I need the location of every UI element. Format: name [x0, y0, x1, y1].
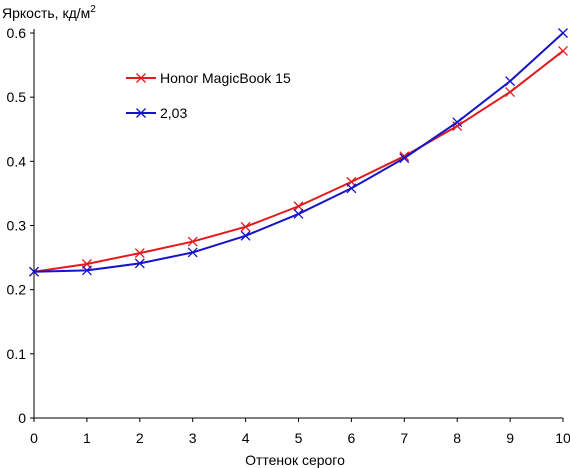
x-tick-label: 3 [189, 430, 197, 446]
series-1 [29, 46, 568, 277]
y-tick-label: 0.4 [7, 153, 27, 169]
data-point [187, 236, 198, 247]
series-layer [29, 28, 568, 277]
x-tick-label: 10 [555, 430, 570, 446]
data-point [134, 248, 145, 259]
x-tick-label: 0 [30, 430, 38, 446]
y-tick-label: 0 [18, 410, 26, 426]
x-tick-label: 4 [242, 430, 250, 446]
x-axis-title: Оттенок серого [245, 452, 345, 468]
data-point [187, 247, 198, 258]
data-point [399, 153, 410, 164]
x-tick-label: 8 [453, 430, 461, 446]
data-point [134, 258, 145, 269]
legend-item: Honor MagicBook 15 [126, 70, 291, 86]
legend-marker [136, 108, 146, 118]
x-tick-label: 9 [506, 430, 514, 446]
data-point [505, 87, 516, 97]
x-tick-label: 5 [295, 430, 303, 446]
data-point [505, 76, 516, 87]
data-point [346, 183, 357, 194]
legend-label: 2,03 [160, 105, 187, 121]
data-point [558, 46, 568, 56]
data-point [81, 265, 92, 276]
data-point [29, 266, 39, 277]
data-point [293, 201, 304, 212]
y-tick-label: 0.6 [7, 25, 27, 41]
y-tick-label: 0.1 [7, 346, 27, 362]
data-point [293, 208, 304, 219]
series-line [33, 50, 564, 273]
data-point [558, 28, 568, 38]
data-point [240, 221, 251, 232]
y-axis-title-superscript: 2 [90, 4, 96, 15]
y-axis-title-text: Яркость, кд/м [2, 5, 90, 21]
x-tick-label: 1 [83, 430, 91, 446]
legend-item: 2,03 [126, 105, 187, 121]
y-axis-title: Яркость, кд/м2 [2, 4, 96, 21]
series-line [33, 32, 564, 273]
data-point [452, 117, 463, 128]
y-tick-label: 0.3 [7, 218, 27, 234]
x-tick-label: 6 [348, 430, 356, 446]
series-2 [29, 28, 568, 277]
y-tick-label: 0.5 [7, 89, 27, 105]
axes: 0 0.1 0.2 0.3 0.4 0.5 0.6 0 1 2 3 4 5 6 7 8 9 10 [7, 25, 570, 446]
legend-marker [136, 73, 146, 83]
x-tick-label: 2 [136, 430, 144, 446]
legend: Honor MagicBook 15 2,03 [126, 70, 291, 121]
legend-label: Honor MagicBook 15 [160, 70, 291, 86]
y-tick-label: 0.2 [7, 282, 27, 298]
x-tick-label: 7 [400, 430, 408, 446]
data-point [240, 230, 251, 241]
